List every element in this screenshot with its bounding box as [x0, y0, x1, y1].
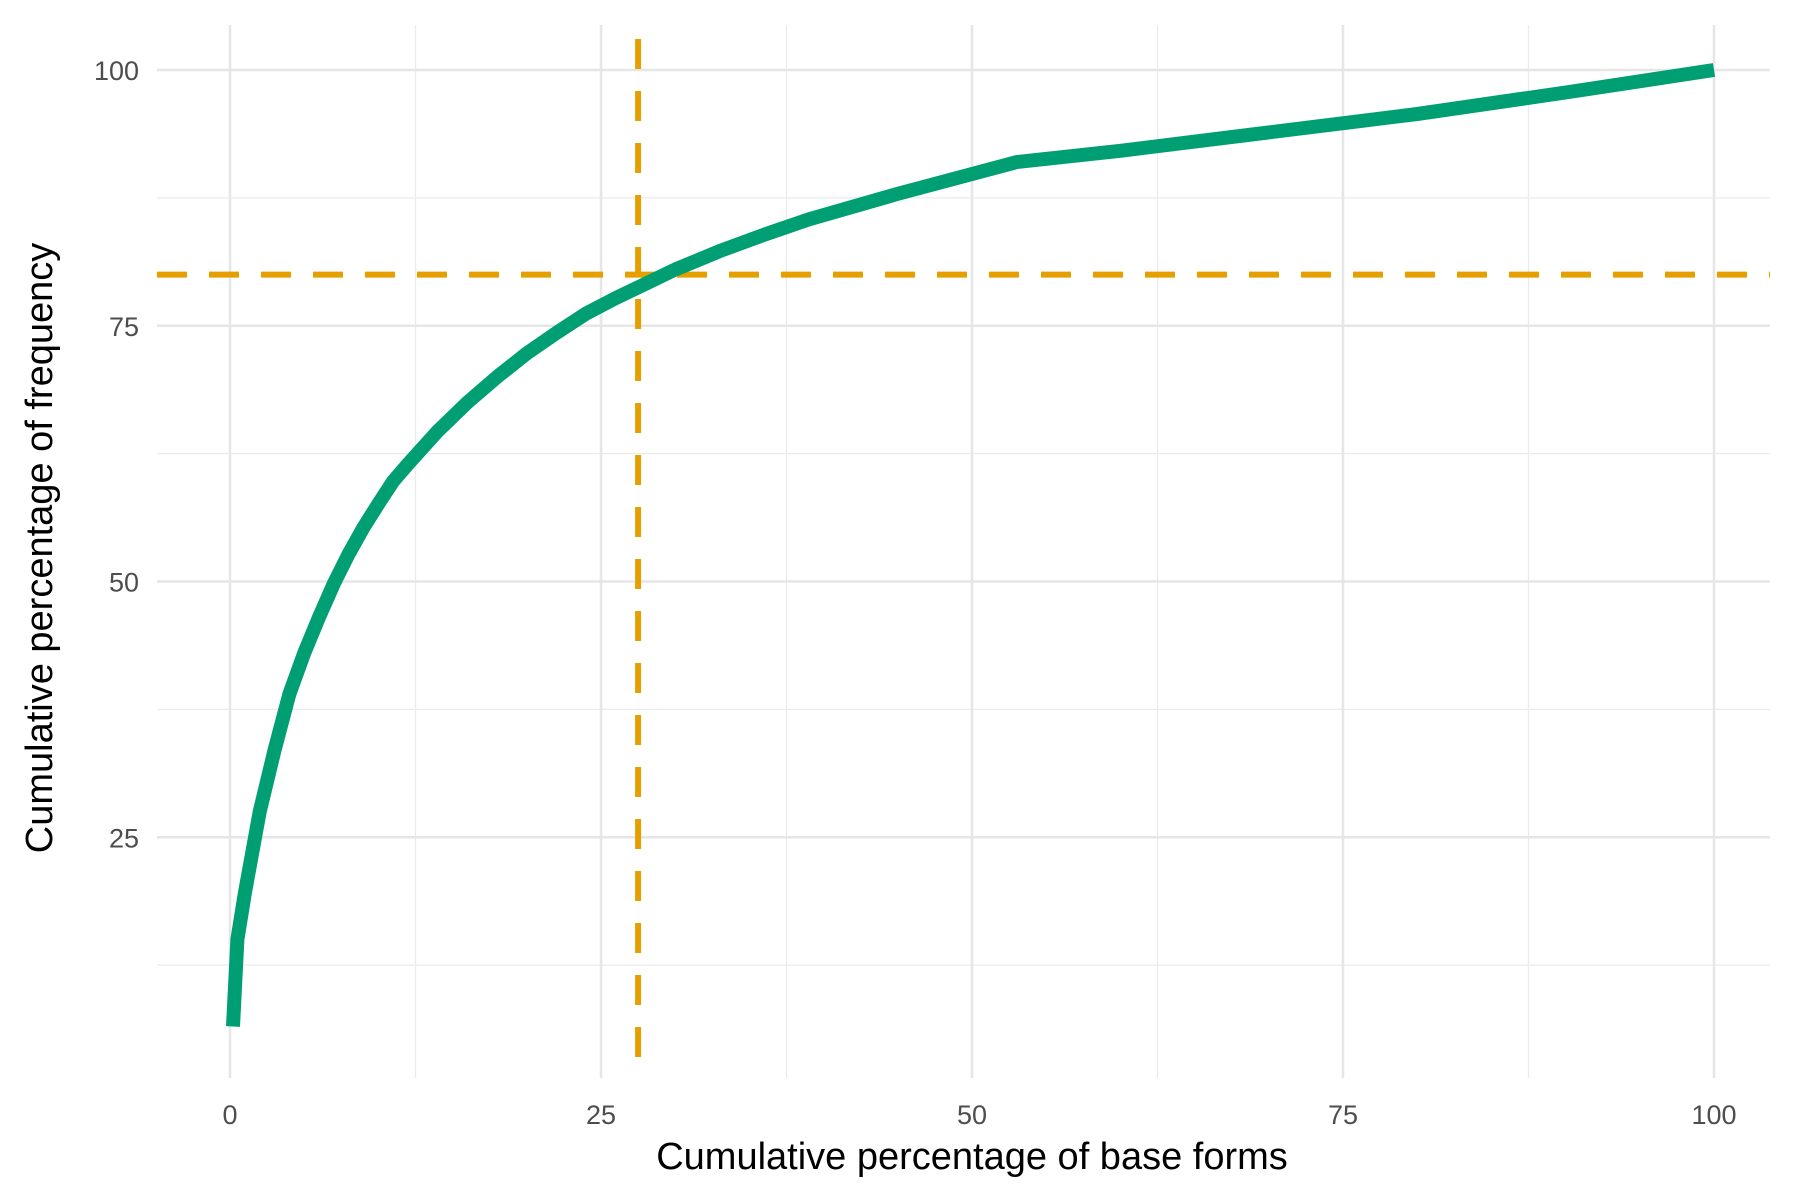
x-tick-label: 75 [1328, 1100, 1358, 1130]
reference-lines [157, 39, 1770, 1078]
cumulative-frequency-line [226, 63, 1716, 1027]
y-tick-label: 25 [109, 823, 139, 853]
grid-lines [157, 25, 1770, 1078]
x-axis-title: Cumulative percentage of base forms [656, 1136, 1288, 1178]
x-tick-label: 0 [222, 1100, 237, 1130]
y-tick-label: 50 [109, 568, 139, 598]
y-axis-title: Cumulative percentage of frequency [19, 243, 61, 853]
x-axis-ticks: 0 25 50 75 100 [222, 1100, 1736, 1130]
x-tick-label: 50 [957, 1100, 987, 1130]
y-tick-label: 75 [109, 312, 139, 342]
y-axis-ticks: 25 50 75 100 [94, 56, 139, 853]
data-series [226, 63, 1716, 1027]
x-tick-label: 25 [586, 1100, 616, 1130]
x-tick-label: 100 [1691, 1100, 1736, 1130]
y-tick-label: 100 [94, 56, 139, 86]
